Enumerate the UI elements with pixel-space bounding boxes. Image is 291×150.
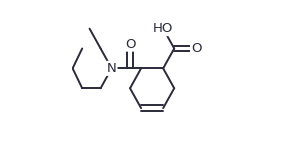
Text: HO: HO: [153, 22, 173, 35]
Text: O: O: [191, 42, 202, 55]
Text: O: O: [125, 38, 135, 51]
Text: N: N: [107, 62, 116, 75]
